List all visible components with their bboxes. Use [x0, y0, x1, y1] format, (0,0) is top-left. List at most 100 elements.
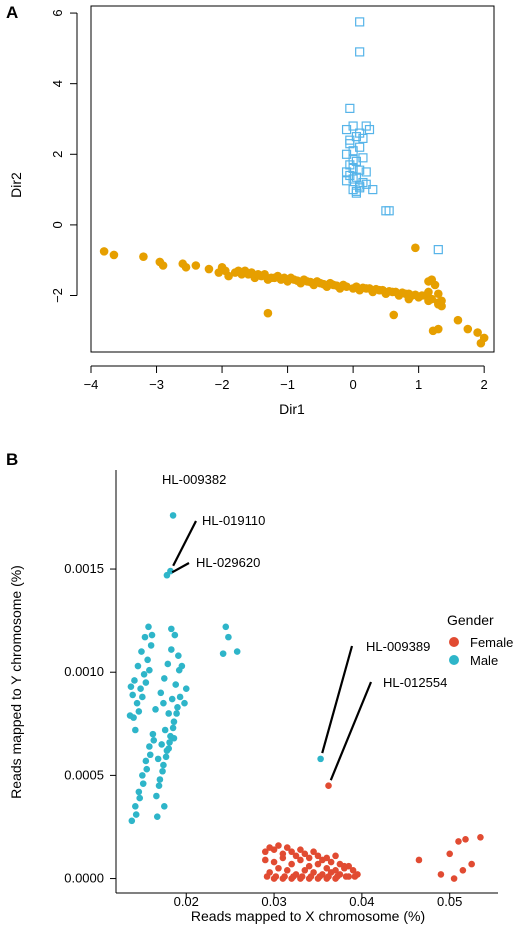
panel-a-square-point — [358, 133, 368, 143]
panel-a-x-tick-label: 1 — [415, 377, 422, 392]
panel-b-point-male — [149, 730, 157, 738]
panel-a-circle-point — [263, 308, 273, 318]
legend-title: Gender — [447, 612, 494, 628]
panel-b-point-female — [459, 867, 467, 874]
annotation-leader-line — [321, 645, 354, 754]
panel-b-label: B — [6, 450, 18, 469]
panel-a-x-axis-title: Dir1 — [279, 401, 305, 417]
panel-b-point-female — [415, 856, 423, 864]
panel-a-square-point — [351, 172, 361, 182]
panel-b-point-female — [351, 873, 359, 880]
annotation-label: HL-012554 — [383, 675, 447, 690]
panel-a-circle-point — [358, 283, 368, 293]
panel-a-y-tick-label: 0 — [50, 221, 65, 228]
panel-b-point-female — [450, 875, 458, 882]
panel-b-point-female — [307, 873, 315, 880]
panel-a-y-tick-label: 2 — [50, 151, 65, 158]
panel-a-x-tick-label: −4 — [84, 377, 99, 392]
panel-a-y-tick-label: 6 — [50, 9, 65, 16]
panel-a-circle-point — [404, 294, 414, 304]
panel-b-point-female — [462, 836, 469, 843]
panel-b-point-female — [272, 873, 280, 880]
panel-b-annotations: HL-009382 HL-019110 HL-029620 HL-009389 HL-0… — [162, 472, 447, 781]
panel-a-y-axis-title: Dir2 — [8, 172, 24, 198]
panel-b-point-male — [167, 567, 174, 575]
panel-b: B 0.02 0.03 0.04 0.05 0.00000.00050.00100.0… — [6, 450, 513, 924]
panel-a-circle-point — [224, 271, 233, 281]
panel-b-y-axis: 0.0000 0.0005 0.0010 0.0015 — [64, 561, 116, 886]
panel-a-circle-point — [378, 285, 387, 295]
panel-b-point-male — [142, 757, 150, 765]
panel-b-point-male — [168, 625, 175, 633]
panel-b-point-male — [174, 703, 181, 711]
panel-b-y-tick-label: 0.0005 — [64, 767, 104, 782]
panel-a-circle-point — [338, 280, 348, 290]
panel-a-circle-point — [253, 270, 263, 279]
panel-b-point-male — [135, 788, 143, 796]
panel-b-point-female — [342, 873, 350, 880]
panel-b-point-female — [275, 864, 282, 872]
panel-b-point-female — [468, 860, 475, 868]
panel-a-circle-point — [424, 287, 433, 297]
panel-a-circle-point — [389, 310, 399, 320]
panel-a-circle-point — [411, 290, 420, 300]
panel-b-point-male — [170, 734, 178, 742]
panel-a-circle-point — [397, 288, 407, 297]
panel-b-point-female — [297, 856, 304, 864]
panel-b-y-axis-title: Reads mapped to Y chromosome (%) — [8, 565, 24, 799]
panel-b-point-male — [160, 675, 168, 682]
panel-a-circle-point — [293, 276, 302, 285]
panel-b-point-male — [152, 706, 159, 713]
panel-a-circle-point — [424, 296, 433, 306]
panel-a-square-point — [364, 124, 375, 135]
panel-b-point-female — [288, 848, 295, 856]
panel-b-point-female — [455, 838, 462, 845]
panel-b-point-female — [325, 782, 332, 790]
panel-a-square-point — [341, 176, 352, 186]
panel-a-square-point — [368, 184, 378, 195]
panel-b-point-male — [127, 683, 135, 690]
panel-a-x-tick-label: −1 — [280, 377, 295, 392]
panel-b-point-female — [316, 873, 324, 880]
panel-a-square-point — [348, 174, 358, 184]
panel-b-point-male — [156, 776, 164, 783]
panel-b-point-male — [140, 670, 148, 678]
panel-b-point-male — [132, 803, 139, 810]
panel-a-circle-point — [365, 284, 374, 293]
panel-a-square-point — [355, 17, 365, 27]
panel-a-label: A — [6, 3, 18, 22]
panel-b-point-female — [298, 873, 306, 880]
panel-a-square-point — [355, 165, 365, 175]
panel-b-point-male — [225, 633, 232, 641]
panel-a-square-point — [341, 149, 352, 159]
panel-a-square-point — [345, 135, 355, 145]
panel-b-point-male — [166, 739, 173, 746]
panel-b-x-axis-title: Reads mapped to X chromosome (%) — [191, 908, 425, 924]
panel-a-square-point — [341, 167, 352, 177]
panel-a-circle-point — [391, 287, 401, 297]
panel-b-y-tick-label: 0.0000 — [64, 871, 104, 886]
panel-a-square-point — [355, 47, 365, 57]
panel-a-circle-point — [286, 273, 296, 283]
panel-b-point-female — [305, 862, 313, 870]
panel-b-point-female — [270, 858, 278, 866]
panel-a-y-axis: −2 0 2 4 6 — [50, 9, 78, 303]
panel-b-point-male — [135, 708, 143, 715]
panel-a-circle-point — [463, 324, 473, 334]
panel-b-point-male — [233, 648, 241, 655]
panel-a-circle-point — [352, 282, 361, 291]
panel-b-point-male — [172, 681, 180, 688]
panel-a-square-point — [351, 188, 361, 198]
panel-b-point-male — [164, 660, 172, 668]
panel-b-point-male — [147, 642, 155, 649]
panel-b-point-female — [292, 852, 300, 860]
panel-b-point-male — [161, 726, 169, 734]
panel-b-point-male — [146, 751, 154, 759]
panel-a-circle-point — [99, 247, 109, 256]
panel-b-point-male — [160, 803, 168, 810]
panel-b-point-male — [139, 780, 147, 787]
panel-b-point-female — [314, 860, 322, 868]
panel-b-point-female — [297, 846, 304, 853]
panel-b-point-male — [137, 685, 144, 693]
panel-a-x-tick-label: −2 — [215, 377, 230, 392]
